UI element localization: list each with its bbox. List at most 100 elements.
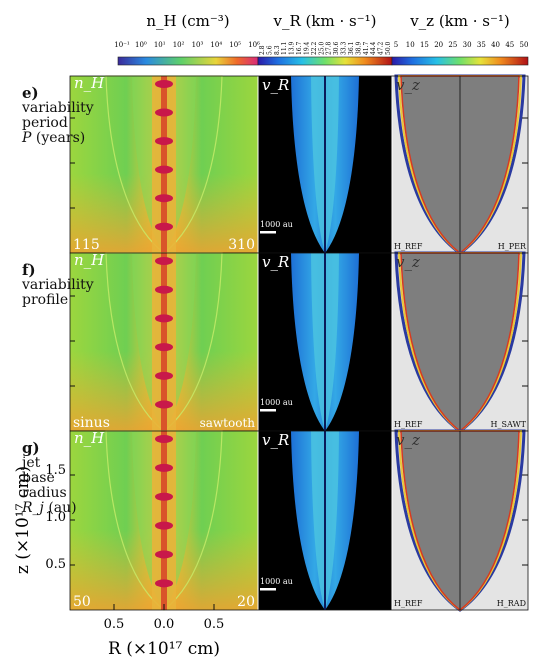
density-panel: n_H 115 310 — [70, 74, 258, 254]
internal-knot — [155, 137, 173, 146]
internal-knot — [155, 492, 173, 501]
ref-run-label: H_REF — [394, 599, 423, 608]
internal-knot — [155, 257, 173, 265]
ref-run-label: H_REF — [394, 242, 423, 251]
colorbar-tick-label: 30 — [463, 41, 472, 49]
y-tick-label: 1.5 — [45, 463, 66, 478]
row-line: jet — [22, 455, 41, 471]
param-left-value: sinus — [73, 415, 110, 431]
internal-knot — [155, 521, 173, 530]
x-tick-label: 0.0 — [154, 617, 175, 632]
y-tick-label: 0.5 — [45, 557, 66, 572]
param-right-value: sawtooth — [200, 416, 256, 430]
internal-knot — [155, 343, 173, 352]
colorbar-tick-label: 44.4 — [370, 41, 377, 55]
panel-label: n_H — [74, 74, 105, 92]
internal-knot — [155, 108, 173, 117]
colorbar-tick-label: 10⁴ — [210, 41, 222, 49]
colorbar-tick-label: 16.7 — [296, 41, 303, 55]
scalebar-label: 1000 au — [260, 220, 293, 229]
row-label-e: e) variability period P (years) — [22, 86, 114, 146]
row-label-f: f) variability profile — [22, 263, 114, 308]
internal-knot — [155, 222, 173, 231]
internal-knot — [155, 400, 173, 409]
vr-panel: v_R 1000 au — [258, 253, 392, 431]
colorbar-tick-label: 8.3 — [274, 45, 281, 55]
colorbar-title: v_R (km · s⁻¹) — [273, 12, 377, 30]
colorbar-bar — [257, 56, 393, 66]
colorbar-tick-label: 20 — [434, 41, 443, 49]
x-tick-label: 0.5 — [204, 617, 225, 632]
row-param: R_j (au) — [22, 500, 77, 516]
row-line: variability — [22, 100, 94, 116]
y-axis-label: z (×10¹⁷ cm) — [13, 466, 33, 574]
colorbar-tick-label: 45 — [505, 41, 514, 49]
colorbar-tick-label: 41.7 — [363, 41, 370, 55]
colorbar-tick-label: 50.0 — [385, 41, 392, 55]
panel-label: v_z — [396, 431, 420, 449]
scalebar — [260, 231, 276, 234]
row-line: radius — [22, 485, 67, 501]
panel-label: v_z — [396, 76, 420, 94]
colorbar-tick-label: 38.9 — [355, 41, 362, 55]
internal-knot — [155, 314, 173, 323]
internal-knot — [155, 371, 173, 380]
vz-panel: v_z H_REF H_PER — [392, 74, 528, 255]
colorbar-tick-label: 33.3 — [341, 41, 348, 55]
scalebar-label: 1000 au — [260, 577, 293, 586]
internal-knot — [155, 80, 173, 88]
row-param: P (years) — [22, 130, 86, 146]
vz-panel: v_z H_REF H_SAWT — [392, 251, 528, 433]
colorbar-bar — [391, 56, 529, 66]
colorbar-tick-label: 22.2 — [311, 41, 318, 55]
row-line: base — [22, 470, 55, 486]
param-left-value: 50 — [73, 594, 91, 610]
colorbar-1: v_R (km · s⁻¹)2.8 5.6 8.3 11.1 13.9 16.7 19.4 2… — [257, 12, 393, 66]
colorbar-tick-label: 10⁰ — [135, 41, 147, 49]
ref-run-label: H_REF — [394, 420, 423, 429]
x-tick-label: 0.5 — [104, 617, 125, 632]
jet-axis — [161, 76, 167, 253]
row-line: profile — [22, 292, 69, 308]
vr-panel: v_R 1000 au — [258, 76, 392, 253]
panel-label: v_R — [262, 76, 289, 94]
jet-axis — [161, 431, 167, 610]
panel-label: v_R — [262, 253, 289, 271]
internal-knot — [155, 194, 173, 203]
scalebar — [260, 588, 276, 591]
param-right-value: 310 — [228, 237, 255, 253]
colorbar-tick-label: 10 — [406, 41, 415, 49]
vz-panel: v_z H_REF H_RAD — [392, 429, 528, 612]
colorbar-tick-label: 40 — [491, 41, 500, 49]
row-label-g: g) jet base radius R_j (au) — [22, 441, 114, 516]
internal-knot — [155, 579, 173, 588]
colorbar-tick-label: 10⁶ — [248, 41, 260, 49]
x-axis-label: R (×10¹⁷ cm) — [108, 639, 220, 659]
colorbar-tick-label: 2.8 — [259, 45, 266, 55]
run-label: H_SAWT — [491, 420, 527, 429]
row-letter: f) — [22, 261, 36, 279]
param-right-value: 20 — [237, 594, 255, 610]
run-label: H_RAD — [497, 599, 526, 608]
colorbar-tick-label: 25 — [448, 41, 457, 49]
jet-axis — [161, 253, 167, 431]
colorbar-tick-label: 47.2 — [378, 41, 385, 55]
panel-label: n_H — [74, 251, 105, 269]
internal-knot — [155, 550, 173, 559]
colorbar-tick-label: 30.6 — [333, 41, 340, 55]
colorbar-tick-label: 10² — [173, 41, 185, 49]
row-letter: e) — [22, 84, 39, 102]
colorbar-tick-label: 10³ — [192, 41, 204, 49]
row-line: period — [22, 115, 68, 131]
vr-panel: v_R 1000 au — [258, 431, 392, 610]
colorbar-tick-label: 25.0 — [318, 41, 325, 55]
row-letter: g) — [22, 439, 40, 457]
colorbar-bar — [117, 56, 259, 66]
scalebar — [260, 409, 276, 412]
panel-label: v_R — [262, 431, 289, 449]
colorbar-tick-label: 11.1 — [281, 42, 288, 55]
y-tick-label: 1.0 — [45, 510, 66, 525]
run-label: H_PER — [498, 242, 527, 251]
density-panel: n_H 50 20 — [70, 429, 258, 611]
